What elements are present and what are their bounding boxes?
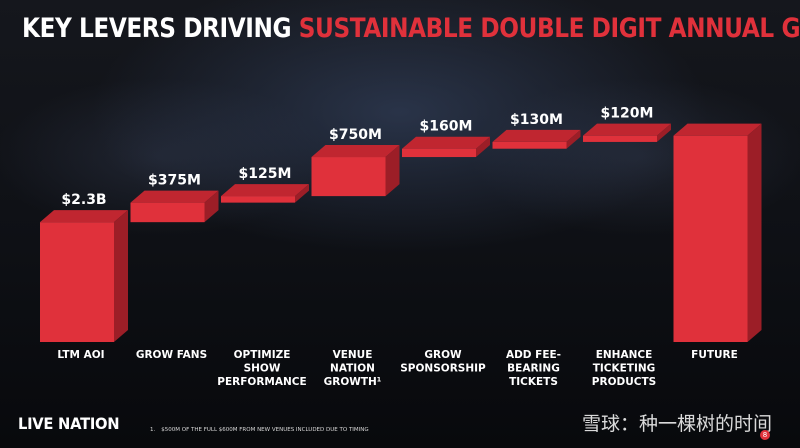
category-label-line: BEARING [507, 363, 560, 375]
bar-top-face [221, 184, 309, 197]
category-label: ENHANCE TICKETING PRODUCTS [592, 349, 656, 388]
bar [673, 135, 748, 342]
bar [311, 157, 386, 197]
bar-side-face [114, 210, 128, 342]
category-label-line: PERFORMANCE [217, 376, 306, 388]
slide-title: KEY LEVERS DRIVING SUSTAINABLE DOUBLE DI… [22, 15, 800, 42]
category-label-line: SPONSORSHIP [400, 363, 486, 375]
bar [221, 196, 295, 203]
footnote: 1. $500M OF THE FULL $600M FROM NEW VENU… [150, 427, 369, 433]
category-label-line: TICKETING [593, 363, 656, 375]
bar-top-face [311, 145, 400, 158]
category-label: OPTIMIZE SHOW PERFORMANCE [217, 349, 306, 388]
category-label-line: ADD FEE- [506, 349, 561, 361]
category-label-line: PRODUCTS [592, 376, 656, 388]
category-label-line: VENUE [333, 349, 373, 361]
bar-value-label: $130M [510, 112, 563, 128]
category-label: ADD FEE- BEARING TICKETS [506, 349, 561, 388]
bar-value-label: $750M [329, 127, 382, 143]
title-part-white: KEY LEVERS DRIVING [22, 13, 299, 44]
bar [583, 135, 657, 142]
category-label-line: SHOW [244, 363, 281, 375]
category-label: VENUE NATION GROWTH¹ [324, 349, 382, 388]
bar-value-label: $120M [601, 106, 654, 122]
bar-side-face [476, 136, 490, 158]
category-label-line: GROW [424, 349, 462, 361]
bar-value-label: $375M [148, 173, 201, 189]
bar-top-face [402, 136, 490, 149]
title-part-red: SUSTAINABLE DOUBLE DIGIT ANNUAL GROWTH [298, 13, 800, 44]
bar-side-face [747, 123, 762, 343]
category-label-line: GROWTH¹ [324, 376, 382, 388]
category-label-line: ENHANCE [596, 349, 653, 361]
bar-top-face [40, 210, 128, 223]
bar [130, 202, 205, 223]
category-label: LTM AOI [57, 349, 104, 361]
bar [492, 141, 567, 149]
bar-side-face [385, 145, 400, 197]
footnote-text: $500M OF THE FULL $600M FROM NEW VENUES … [161, 427, 369, 433]
bar [402, 148, 476, 158]
bar-top-face [673, 123, 762, 136]
category-label-line: OPTIMIZE [234, 349, 291, 361]
category-label: GROW FANS [136, 349, 207, 361]
page-number-badge: 8 [760, 430, 770, 440]
live-nation-logo: LIVE NATION [18, 414, 120, 433]
bar-top-face [583, 123, 671, 136]
category-label: GROW SPONSORSHIP [400, 349, 486, 375]
bar-side-face [295, 184, 309, 203]
category-label: FUTURE [691, 349, 738, 361]
bar-side-face [566, 129, 581, 149]
footnote-number: 1. [150, 427, 156, 433]
bar-side-face [657, 123, 671, 142]
category-label-line: NATION [330, 363, 375, 375]
watermark-text: 雪球：种一棵树的时间 [581, 413, 772, 435]
bar-top-face [492, 129, 581, 142]
bar-value-label: $2.3B [61, 192, 106, 208]
bar-side-face [204, 190, 219, 223]
bar-value-label: $125M [239, 166, 292, 182]
bar-value-label: $160M [420, 119, 473, 135]
bar [40, 222, 114, 342]
category-label-line: GROW FANS [136, 349, 207, 361]
category-label-line: FUTURE [691, 349, 738, 361]
category-label-line: LTM AOI [57, 349, 104, 361]
category-label-line: TICKETS [509, 376, 558, 388]
bar-top-face [130, 190, 219, 203]
